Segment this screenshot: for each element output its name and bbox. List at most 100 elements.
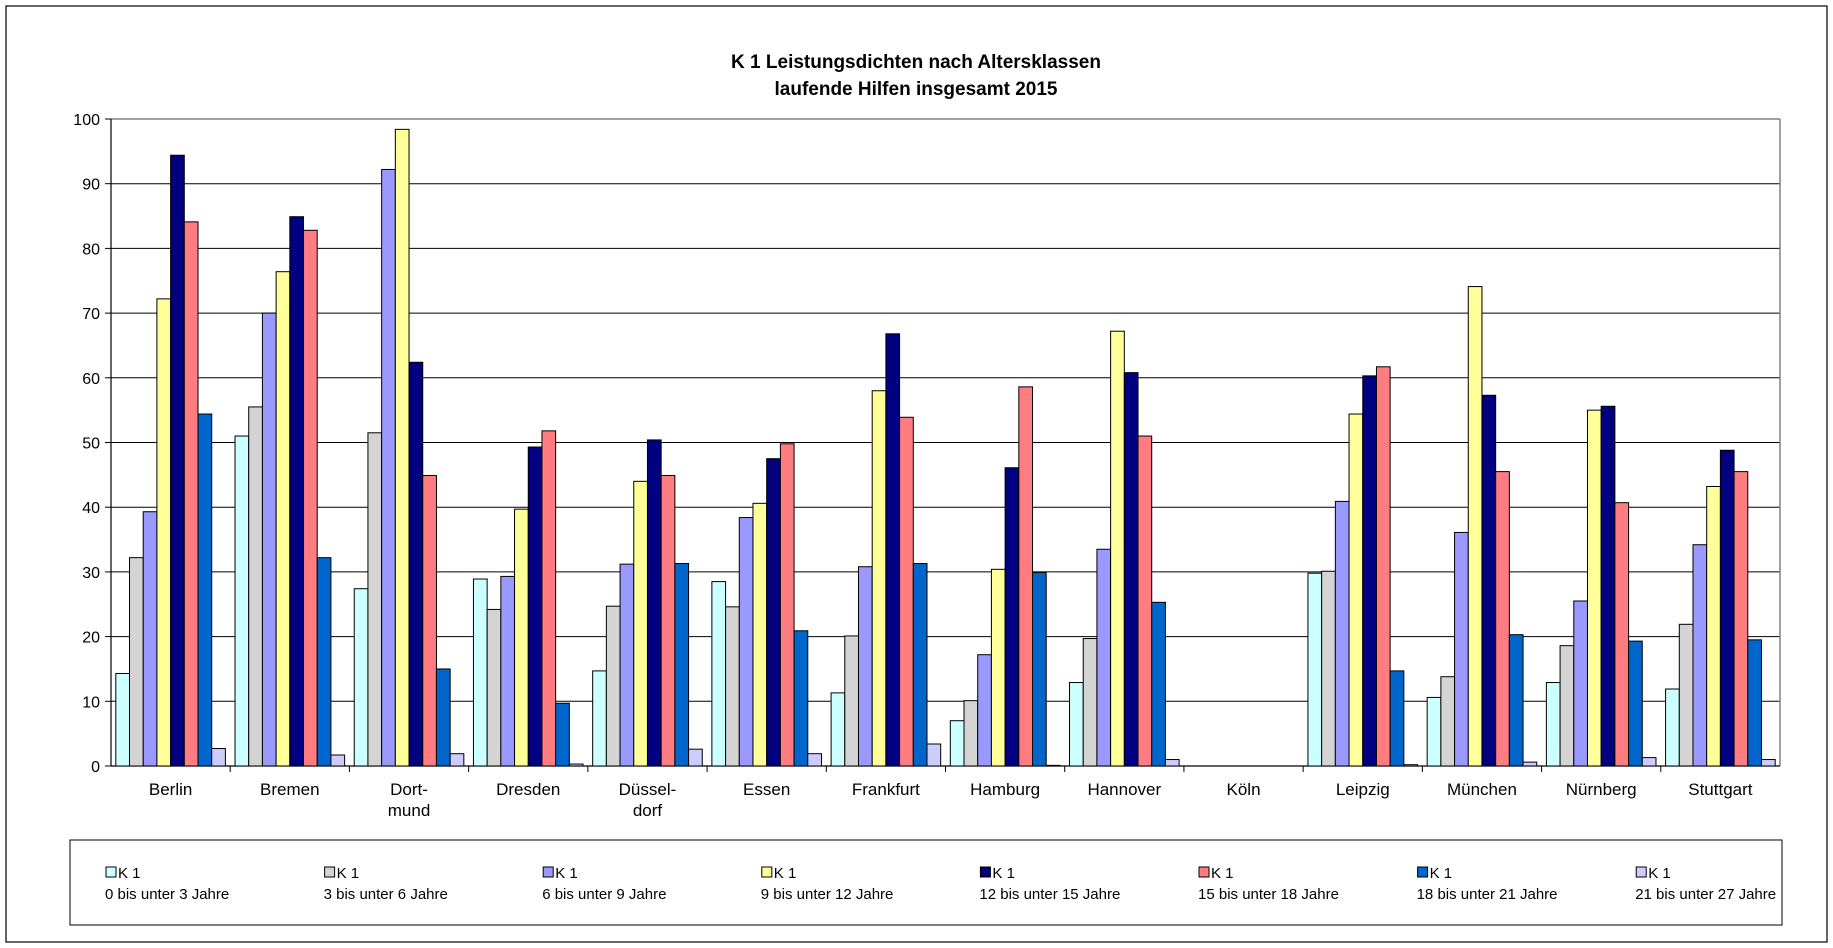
bar	[1760, 759, 1776, 767]
bar	[1321, 570, 1336, 767]
bar	[330, 754, 346, 767]
y-tick-label: 60	[82, 371, 100, 388]
bar	[1747, 639, 1762, 767]
bar	[1307, 572, 1323, 767]
bar	[1719, 449, 1735, 767]
legend-label: K 1	[992, 865, 1015, 882]
bar	[1600, 405, 1616, 767]
bar	[1426, 696, 1442, 767]
legend-sublabel: 0 bis unter 3 Jahre	[105, 886, 229, 903]
legend-swatch	[324, 866, 336, 878]
bar	[912, 562, 928, 767]
bar	[1559, 645, 1575, 767]
bar	[1545, 682, 1561, 767]
bar	[1082, 638, 1098, 767]
bar	[422, 474, 437, 767]
y-tick-label: 20	[82, 630, 100, 647]
legend-sublabel: 21 bis unter 27 Jahre	[1635, 886, 1776, 903]
bar	[807, 753, 822, 767]
bar	[1164, 759, 1180, 767]
bar	[674, 562, 690, 767]
bar	[1641, 757, 1657, 767]
bar	[1628, 640, 1643, 767]
bar	[275, 271, 291, 767]
legend-label: K 1	[1430, 865, 1453, 882]
x-tick-label: Bremen	[260, 780, 320, 799]
bar	[1004, 467, 1020, 767]
bar	[1733, 471, 1749, 767]
chart-subtitle: laufende Hilfen insgesamt 2015	[775, 79, 1058, 100]
bar	[156, 298, 172, 767]
legend-swatch	[1198, 866, 1210, 878]
bar	[725, 606, 740, 767]
x-tick-label: dorf	[633, 801, 663, 820]
bar	[568, 763, 584, 767]
bar	[541, 430, 557, 767]
bar	[1665, 688, 1680, 767]
bar	[1032, 572, 1047, 767]
legend-sublabel: 12 bis unter 15 Jahre	[979, 886, 1120, 903]
bar	[303, 229, 318, 767]
bar	[990, 568, 1006, 767]
bar	[472, 578, 488, 767]
bar	[1362, 375, 1377, 767]
bar	[1440, 676, 1456, 767]
legend-swatch	[979, 866, 991, 878]
bar	[926, 743, 942, 767]
bar	[170, 154, 185, 767]
legend-label: K 1	[118, 865, 141, 882]
legend-sublabel: 18 bis unter 21 Jahre	[1417, 886, 1558, 903]
bar	[197, 413, 213, 767]
bar	[1467, 286, 1483, 767]
legend-swatch	[105, 866, 117, 878]
bar	[646, 439, 662, 767]
plot-area: 0 10 20 30 40 50 60 70 80 90 100 Berlin Bremen Dort-m…	[73, 112, 1781, 820]
legend-sublabel: 3 bis unter 6 Jahre	[324, 886, 448, 903]
bar	[367, 432, 383, 767]
bar	[660, 474, 676, 767]
x-tick-label: Stuttgart	[1688, 780, 1753, 799]
bar	[435, 668, 451, 767]
y-tick-label: 80	[82, 241, 100, 258]
bar	[1096, 548, 1112, 767]
x-tick-label: Berlin	[149, 780, 192, 799]
bar	[1508, 634, 1524, 767]
bar	[1692, 544, 1708, 767]
legend-swatch	[542, 866, 554, 878]
bar	[688, 748, 703, 767]
bar	[963, 700, 979, 767]
bar	[248, 406, 263, 767]
chart-title: K 1 Leistungsdichten nach Altersklassen	[731, 52, 1101, 73]
bar	[1151, 601, 1166, 767]
legend-label: K 1	[774, 865, 797, 882]
bar	[605, 605, 621, 767]
legend-label: K 1	[555, 865, 578, 882]
bar	[289, 216, 305, 767]
bar	[183, 221, 199, 767]
bar	[449, 753, 465, 767]
y-tick-label: 40	[82, 500, 100, 517]
bar	[857, 566, 873, 767]
bar	[142, 511, 158, 767]
bar	[711, 581, 727, 767]
bar	[738, 517, 754, 767]
legend-swatch	[761, 866, 773, 878]
bar	[261, 312, 277, 767]
bar	[1706, 485, 1721, 767]
bar	[1137, 435, 1153, 767]
y-tick-label: 90	[82, 177, 100, 194]
x-tick-label: Dresden	[496, 780, 560, 799]
bar	[486, 608, 502, 767]
x-tick-label: Nürnberg	[1566, 780, 1637, 799]
bar	[1678, 623, 1694, 767]
bar	[592, 670, 607, 767]
bar	[514, 508, 529, 767]
bar	[752, 502, 768, 767]
bar	[527, 446, 543, 767]
bar	[316, 557, 332, 767]
y-tick-label: 30	[82, 565, 100, 582]
bar	[871, 390, 887, 767]
legend-sublabel: 9 bis unter 12 Jahre	[761, 886, 894, 903]
bar	[1481, 394, 1497, 767]
